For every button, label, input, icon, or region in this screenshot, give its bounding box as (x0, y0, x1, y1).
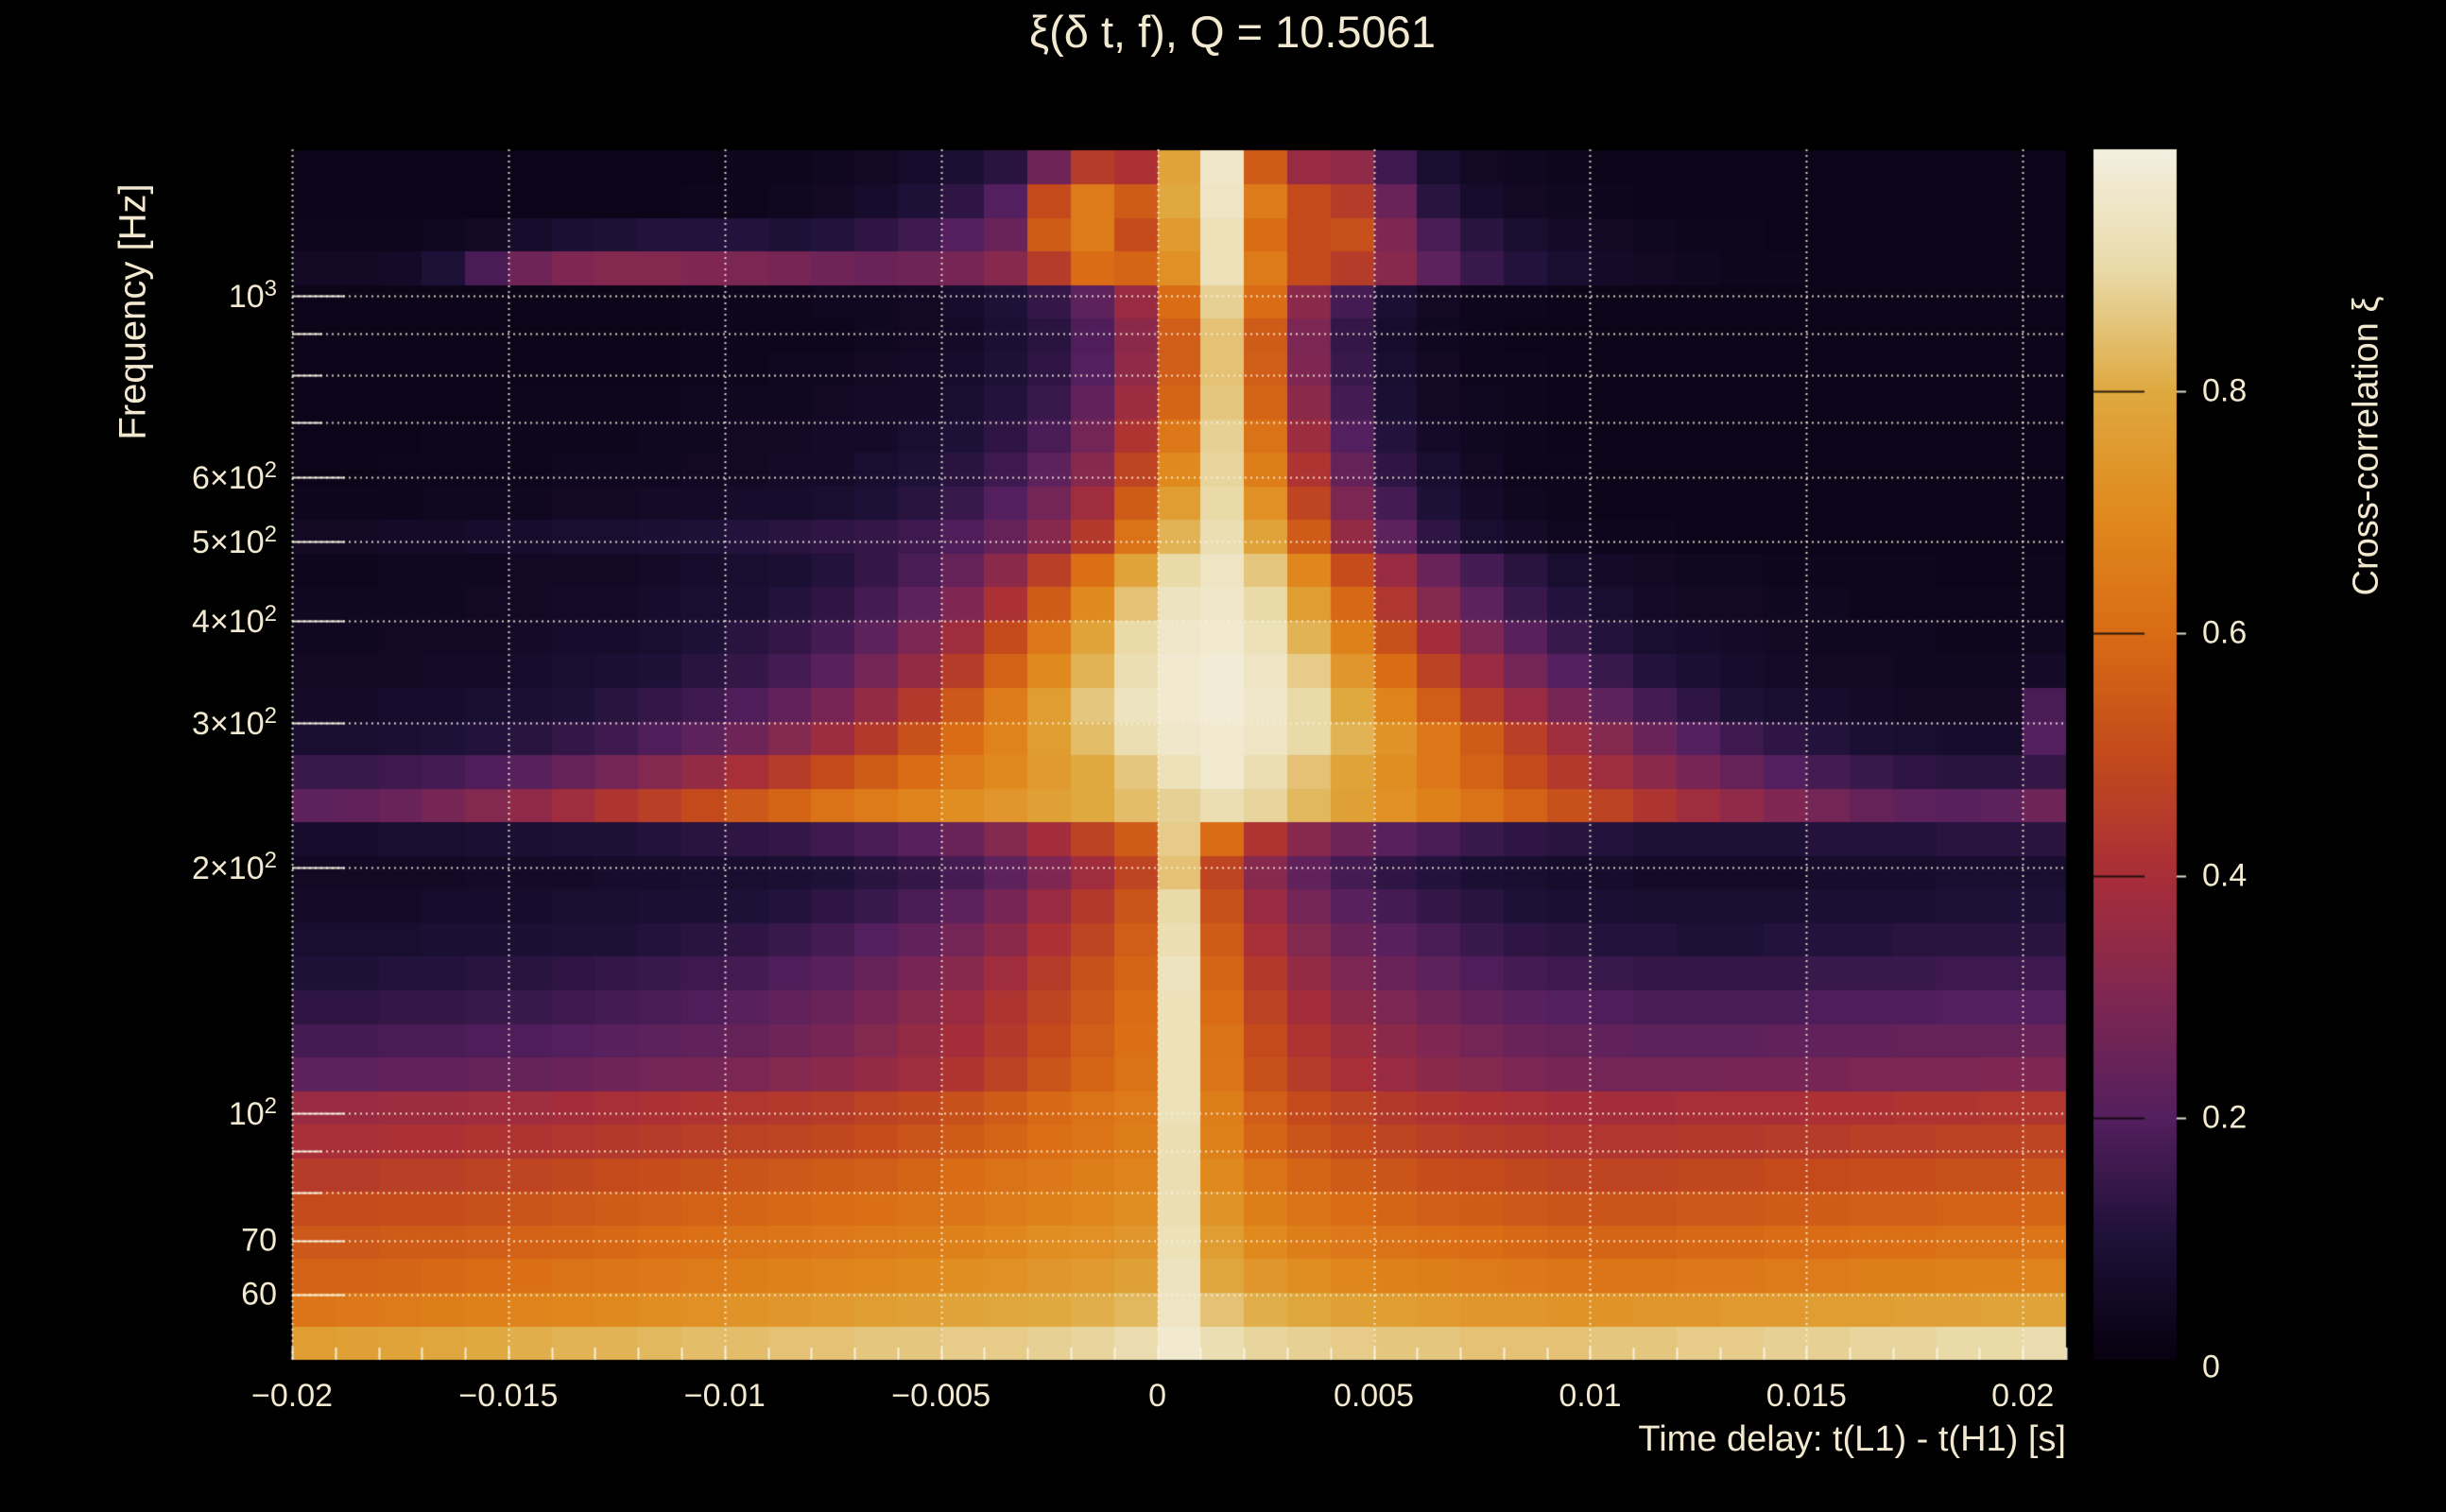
x-axis-title: Time delay: t(L1) - t(H1) [s] (1638, 1419, 2066, 1459)
y-tick-label: 4×102 (192, 601, 277, 641)
colorbar-tick-label: 0 (2202, 1349, 2220, 1385)
y-tick-label: 102 (228, 1093, 277, 1133)
x-tick-label: −0.01 (683, 1378, 766, 1414)
y-axis-title: Frequency [Hz] (112, 183, 154, 440)
y-tick-label: 3×102 (192, 703, 277, 743)
y-tick-label: 5×102 (192, 522, 277, 561)
x-tick-label: −0.02 (250, 1378, 334, 1414)
x-tick-label: 0 (1148, 1378, 1167, 1414)
chart-title: ξ(δ t, f), Q = 10.5061 (1029, 7, 1436, 57)
colorbar-axis-title: Cross-correlation ξ (2346, 296, 2386, 596)
x-tick-label: 0.015 (1766, 1378, 1847, 1414)
colorbar-tick-label: 0.4 (2202, 857, 2248, 894)
y-tick-label: 70 (241, 1222, 277, 1259)
colorbar-tick-label: 0.2 (2202, 1099, 2248, 1136)
y-tick-label: 6×102 (192, 456, 277, 497)
y-tick-label: 103 (228, 275, 277, 316)
x-tick-label: 0.005 (1333, 1378, 1415, 1414)
x-tick-label: 0.02 (1991, 1378, 2055, 1414)
y-tick-label: 60 (241, 1276, 277, 1313)
colorbar-tick-label: 0.6 (2202, 614, 2248, 651)
colorbar-tick-label: 0.8 (2202, 372, 2248, 409)
x-tick-label: 0.01 (1559, 1378, 1622, 1414)
x-tick-label: −0.005 (891, 1378, 991, 1414)
y-tick-label: 2×102 (192, 847, 277, 887)
x-tick-label: −0.015 (458, 1378, 559, 1414)
